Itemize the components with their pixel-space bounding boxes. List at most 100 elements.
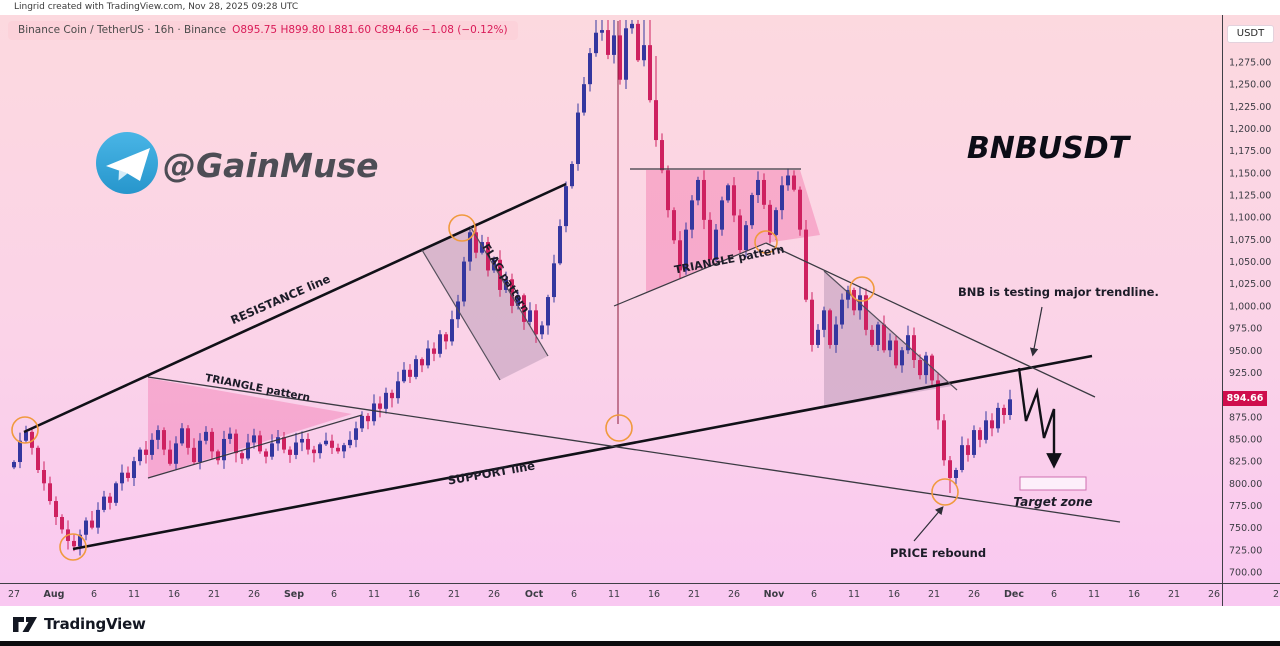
candle xyxy=(246,433,250,461)
candle xyxy=(180,423,184,446)
resistance-trendline[interactable] xyxy=(23,182,567,434)
candle xyxy=(222,430,226,469)
candle xyxy=(294,432,298,460)
watermark-handle: @GainMuse xyxy=(163,146,379,185)
descending-trendline-long[interactable] xyxy=(147,376,1121,523)
candle xyxy=(1002,404,1006,424)
time-axis-tick: Aug xyxy=(44,589,65,600)
triangle-pattern-left-fill[interactable] xyxy=(148,378,352,478)
time-axis[interactable]: 27 Aug 6 11 16 21 26 Sep 6 11 16 21 26 Oct 6 11 16 21 26 No… xyxy=(8,589,1279,600)
tradingview-logo[interactable]: TradingView xyxy=(12,614,146,634)
candle xyxy=(714,223,718,262)
price-axis-label: 975.00 xyxy=(1229,324,1262,335)
candle xyxy=(708,212,712,266)
candle xyxy=(828,308,832,349)
highlight-circle[interactable] xyxy=(605,414,633,442)
flag-pattern-fill[interactable] xyxy=(422,226,548,380)
highlight-circle[interactable] xyxy=(754,230,778,254)
candle xyxy=(732,177,736,223)
candle xyxy=(366,413,370,430)
candle xyxy=(234,429,238,463)
candle xyxy=(546,294,550,335)
flag-left-edge[interactable] xyxy=(421,249,501,381)
last-price-badge: 894.66 xyxy=(1223,391,1267,406)
trendline-note-label: BNB is testing major trendline. xyxy=(958,285,1159,299)
time-axis-tick: 6 xyxy=(811,589,817,600)
wedge-top-edge[interactable] xyxy=(823,270,958,391)
time-axis-tick: 21 xyxy=(1168,589,1180,600)
candle xyxy=(384,387,388,414)
price-axis-label: 925.00 xyxy=(1229,368,1262,379)
price-axis-label: 775.00 xyxy=(1229,501,1262,512)
time-axis-tick: 6 xyxy=(331,589,337,600)
highlight-circle[interactable] xyxy=(931,478,959,506)
forecast-zigzag-arrow[interactable] xyxy=(1017,367,1062,469)
candle xyxy=(600,20,604,41)
candle xyxy=(210,428,214,460)
highlight-circle[interactable] xyxy=(11,416,39,444)
descending-trendline-mid[interactable] xyxy=(765,242,1096,398)
time-axis-tick: 11 xyxy=(608,589,620,600)
candle xyxy=(78,529,82,556)
price-axis-label: 1,150.00 xyxy=(1229,168,1271,179)
candle xyxy=(204,426,208,445)
candle xyxy=(162,427,166,456)
price-axis-label: 875.00 xyxy=(1229,412,1262,423)
symbol-ohlc-values: O895.75 H899.80 L881.60 C894.66 −1.08 (−… xyxy=(232,24,508,36)
candle xyxy=(540,321,544,340)
chart-title: BNBUSDT xyxy=(967,131,1132,166)
candle xyxy=(84,517,88,541)
time-axis-tick: 21 xyxy=(448,589,460,600)
candle xyxy=(528,302,532,327)
candle xyxy=(510,273,514,314)
price-rebound-label: PRICE rebound xyxy=(890,546,986,560)
candle xyxy=(588,47,592,92)
forecast-annotations xyxy=(913,306,1087,542)
price-axis[interactable]: 1,275.00 1,250.00 1,225.00 1,200.00 1,175.00… xyxy=(1229,58,1271,579)
candle xyxy=(306,433,310,455)
candle xyxy=(642,20,646,67)
trendline-note-arrow[interactable] xyxy=(1029,306,1043,357)
time-axis-tick: 21 xyxy=(688,589,700,600)
telegram-plane-icon xyxy=(106,148,150,181)
target-zone-label: Target zone xyxy=(1013,495,1092,509)
triangle-pattern-mid-fill[interactable] xyxy=(646,170,820,293)
candle xyxy=(684,222,688,275)
candle xyxy=(660,133,664,174)
price-axis-label: 1,275.00 xyxy=(1229,58,1271,69)
support-trendline[interactable] xyxy=(72,354,1093,551)
candle xyxy=(348,431,352,449)
candle xyxy=(912,327,916,368)
candle xyxy=(690,195,694,239)
symbol-info-bar[interactable]: Binance Coin / TetherUS · 16h · Binance O… xyxy=(8,21,518,40)
candle xyxy=(750,192,754,229)
candle xyxy=(978,427,982,448)
candle xyxy=(936,372,940,430)
candle xyxy=(864,288,868,336)
target-zone-box[interactable] xyxy=(1019,476,1087,491)
flag-right-edge[interactable] xyxy=(469,225,549,357)
highlight-circle[interactable] xyxy=(59,533,87,561)
candle xyxy=(192,438,196,466)
candle xyxy=(504,271,508,293)
currency-toggle-button[interactable]: USDT xyxy=(1227,25,1274,43)
triangle-left-lower-edge[interactable] xyxy=(147,414,363,479)
candle xyxy=(726,183,730,203)
time-axis-tick: 6 xyxy=(1051,589,1057,600)
candle xyxy=(678,231,682,279)
candle xyxy=(648,20,652,103)
candle xyxy=(582,77,586,116)
price-axis-label: 1,250.00 xyxy=(1229,80,1271,91)
price-rebound-arrow[interactable] xyxy=(913,506,944,542)
candle xyxy=(870,325,874,347)
candle xyxy=(150,433,154,460)
candle xyxy=(414,355,418,380)
candle xyxy=(102,490,106,513)
highlight-circle[interactable] xyxy=(849,276,875,302)
triangle-mid-lower-edge[interactable] xyxy=(613,242,767,307)
highlight-circle[interactable] xyxy=(448,214,476,242)
candle xyxy=(426,340,430,369)
time-axis-tick: 6 xyxy=(91,589,97,600)
